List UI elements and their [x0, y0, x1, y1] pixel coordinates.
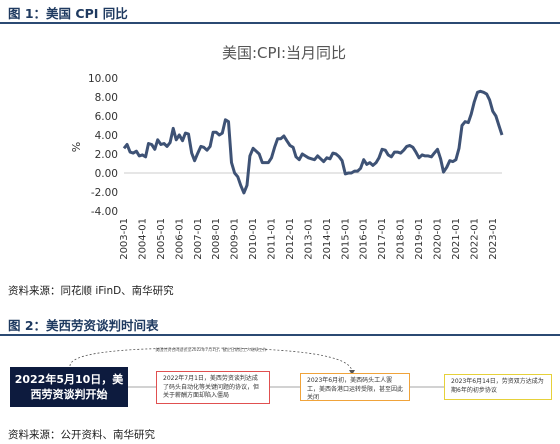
figure2-source: 资料来源：公开资料、南华研究	[8, 429, 155, 441]
cpi-line-chart: 美国:CPI:当月同比 % 10.00 8.00 6.00 4.00 2.00 0.00 -…	[70, 44, 504, 260]
figure2-heading-bar: 图 2：美西劳资谈判时间表	[0, 312, 560, 336]
y-tick-label: 8.00	[95, 92, 118, 104]
timeline-connectors: 美国劳资合同延长至2022年7月1日，截止日期后工人继续工作	[69, 346, 444, 388]
timeline-event-3: 2023年6月初，美西码头工人罢工，美西各港口运转受限，甚至因此关闭	[300, 373, 410, 401]
x-tick-label: 2010-01	[248, 218, 259, 260]
cpi-series-line	[122, 89, 504, 195]
x-tick-label: 2003-01	[119, 218, 130, 260]
figure1-source: 资料来源：同花顺 iFinD、南华研究	[8, 285, 174, 297]
x-tick-label: 2014-01	[322, 218, 333, 260]
y-tick-label: -2.00	[91, 187, 118, 199]
x-tick-label: 2007-01	[193, 218, 204, 260]
x-tick-label: 2015-01	[340, 218, 351, 260]
x-tick-label: 2011-01	[267, 218, 278, 260]
timeline-event-2: 2022年7月1日，美西劳资谈判达成了码头自动化等关键问题的协议，但关于薪酬方面…	[156, 371, 270, 404]
x-tick-label: 2022-01	[469, 218, 480, 260]
chart-title: 美国:CPI:当月同比	[222, 44, 346, 62]
x-tick-label: 2004-01	[137, 218, 148, 260]
y-tick-label: 10.00	[88, 73, 118, 85]
top-arrow-note: 美国劳资合同延长至2022年7月1日，截止日期后工人继续工作	[155, 346, 266, 352]
y-tick-label: 6.00	[95, 111, 118, 123]
x-tick-label: 2009-01	[230, 218, 241, 260]
y-tick-label: -4.00	[91, 206, 118, 218]
figure1-heading-bar: 图 1：美国 CPI 同比	[0, 0, 560, 24]
x-tick-label: 2021-01	[451, 218, 462, 260]
top-arc-arrowhead	[349, 370, 355, 375]
x-tick-label: 2012-01	[285, 218, 296, 260]
x-tick-label: 2018-01	[396, 218, 407, 260]
x-tick-label: 2016-01	[359, 218, 370, 260]
x-tick-label: 2013-01	[303, 218, 314, 260]
figure1-heading: 图 1：美国 CPI 同比	[8, 6, 128, 21]
top-dashed-arc	[69, 347, 353, 373]
x-tick-label: 2019-01	[414, 218, 425, 260]
x-tick-label: 2008-01	[211, 218, 222, 260]
x-tick-label: 2006-01	[174, 218, 185, 260]
figure2-heading: 图 2：美西劳资谈判时间表	[8, 318, 159, 333]
y-axis-label: %	[70, 142, 83, 152]
y-tick-label: 4.00	[95, 130, 118, 142]
y-tick-label: 0.00	[95, 168, 118, 180]
x-tick-label: 2017-01	[377, 218, 388, 260]
y-tick-label: 2.00	[95, 149, 118, 161]
x-tick-label: 2020-01	[432, 218, 443, 260]
x-tick-label: 2023-01	[488, 218, 499, 260]
timeline-event-4: 2023年6月14日，劳资双方达成为期6年的初步协议	[444, 374, 552, 400]
timeline-event-1: 2022年5月10日，美西劳资谈判开始	[10, 367, 128, 407]
x-tick-label: 2005-01	[156, 218, 167, 260]
